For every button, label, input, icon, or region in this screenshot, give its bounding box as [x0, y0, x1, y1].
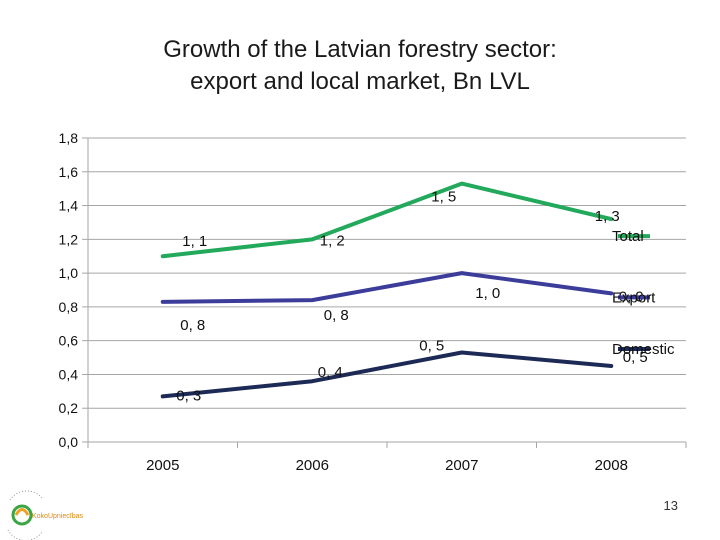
y-tick-label: 1,6 — [59, 164, 79, 180]
x-tick-label: 2007 — [445, 457, 478, 474]
y-tick-label: 0,2 — [59, 400, 79, 416]
series-line-total — [160, 181, 614, 259]
y-tick-label: 1,4 — [59, 198, 79, 214]
legend-label-export: Export — [612, 289, 656, 306]
y-tick-label: 1,8 — [59, 130, 79, 146]
y-tick-label: 1,2 — [59, 231, 79, 247]
data-label: 0, 8 — [324, 307, 349, 324]
data-label: 1, 3 — [595, 208, 620, 225]
legend-label-total: Total — [612, 228, 644, 245]
x-tick-label: 2006 — [296, 457, 329, 474]
legend-label-domestic: Domestic — [612, 341, 675, 358]
series-line-domestic — [160, 350, 614, 399]
data-label: 0, 5 — [623, 349, 648, 366]
data-label: 0, 5 — [419, 337, 444, 354]
chart-title-line-2: export and local market, Bn LVL — [190, 68, 530, 95]
data-label: 1, 1 — [182, 233, 207, 250]
logo-text: KokoUpniecības — [32, 513, 83, 520]
data-label: 0, 8 — [180, 317, 205, 334]
data-label: 1, 0 — [475, 285, 500, 302]
chart-title: Growth of the Latvian forestry sector: e… — [0, 34, 720, 98]
data-label: 0, 4 — [318, 364, 343, 381]
x-tick-label: 2008 — [595, 457, 628, 474]
data-label: 1, 5 — [431, 189, 456, 206]
logo-icon: KokoUpniecības — [7, 490, 83, 540]
data-label: 0, 3 — [176, 387, 201, 404]
y-tick-label: 0,6 — [59, 333, 79, 349]
data-label: 1, 2 — [320, 232, 345, 249]
y-tick-label: 0,4 — [59, 366, 79, 382]
y-tick-label: 0,8 — [59, 299, 79, 315]
y-tick-label: 1,0 — [59, 265, 79, 281]
series-line-export — [160, 271, 614, 304]
y-tick-label: 0,0 — [59, 434, 79, 450]
slide-number: 13 — [663, 498, 678, 513]
chart-title-line-1: Growth of the Latvian forestry sector: — [163, 36, 557, 63]
x-tick-label: 2005 — [146, 457, 179, 474]
